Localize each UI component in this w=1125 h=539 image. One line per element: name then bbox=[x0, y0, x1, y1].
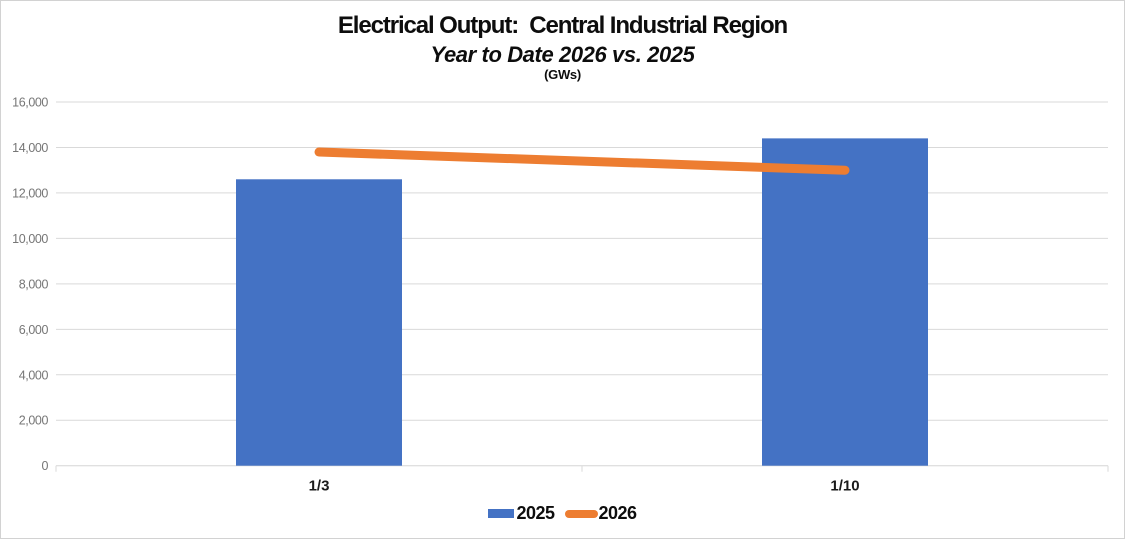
legend-item-2025: 2025 bbox=[488, 503, 555, 524]
y-axis-tick-label: 6,000 bbox=[19, 323, 49, 337]
y-axis-tick-label: 14,000 bbox=[12, 141, 48, 155]
line-2026 bbox=[314, 147, 850, 175]
y-axis-tick-label: 0 bbox=[41, 459, 48, 473]
legend-swatch-bar-icon bbox=[488, 509, 515, 518]
chart-subtitle: Year to Date 2026 vs. 2025 bbox=[430, 42, 695, 67]
y-axis-tick-label: 4,000 bbox=[19, 368, 49, 382]
y-axis-tick-label: 8,000 bbox=[19, 277, 49, 291]
bar-2025-1/10 bbox=[762, 138, 928, 466]
chart-units-label: (GWs) bbox=[544, 67, 581, 82]
x-axis-category-label: 1/10 bbox=[830, 478, 859, 495]
chart-title: Electrical Output: Central Industrial Re… bbox=[337, 12, 788, 39]
legend-swatch-line-icon bbox=[564, 509, 598, 518]
legend-item-2026: 2026 bbox=[564, 503, 638, 524]
bar-2025-1/3 bbox=[236, 179, 402, 466]
x-axis-category-label: 1/3 bbox=[309, 478, 330, 495]
legend-label-2025: 2025 bbox=[516, 503, 555, 523]
y-axis-tick-label: 10,000 bbox=[12, 232, 48, 246]
chart-legend: 2025 2026 bbox=[1, 503, 1124, 524]
legend-label-2026: 2026 bbox=[598, 503, 638, 523]
y-axis-tick-label: 16,000 bbox=[12, 96, 48, 110]
y-axis-tick-label: 2,000 bbox=[19, 414, 49, 428]
y-axis-tick-label: 12,000 bbox=[12, 186, 48, 200]
